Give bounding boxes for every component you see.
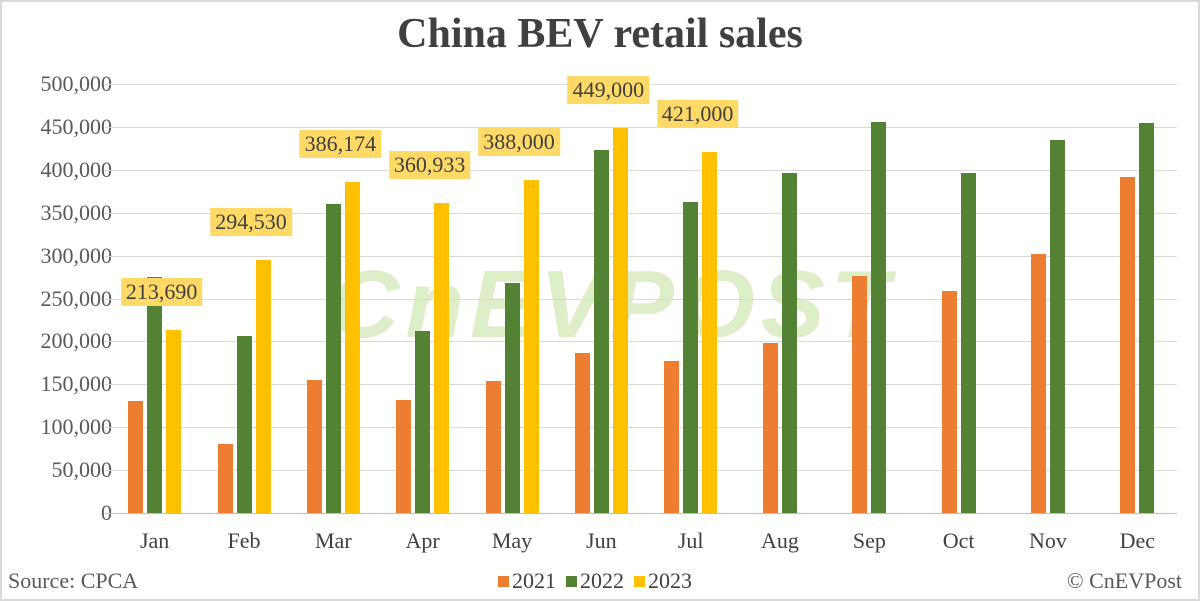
- bar-2022-sep: [871, 121, 887, 513]
- bar-2022-apr: [415, 331, 431, 513]
- legend-item-2022: 2022: [566, 568, 624, 594]
- y-tick-label: 250,000: [40, 285, 113, 311]
- bar-2022-aug: [782, 173, 797, 513]
- gridline: [105, 126, 1177, 128]
- bar-2023-jan: [166, 329, 182, 513]
- gridline: [105, 169, 1177, 171]
- x-tick-label: Jan: [139, 528, 170, 553]
- bar-2021-apr: [396, 399, 412, 513]
- x-tick-label: Aug: [761, 528, 799, 553]
- bar-2021-dec: [1120, 176, 1136, 513]
- legend-swatch: [498, 575, 509, 587]
- bar-2021-jun: [574, 353, 590, 513]
- bar-2023-jun: [612, 127, 628, 513]
- x-tick-label: Feb: [227, 528, 261, 553]
- gridline: [105, 384, 1177, 386]
- bar-2023-mar: [344, 181, 360, 513]
- gridline: [105, 427, 1177, 429]
- bar-2021-aug: [763, 343, 778, 513]
- x-tick-label: Jun: [586, 528, 617, 553]
- gridline: [105, 298, 1177, 300]
- gridline: [105, 341, 1177, 343]
- source-note: Source: CPCA: [8, 568, 139, 593]
- bar-2022-feb: [236, 336, 252, 513]
- y-tick-label: 450,000: [40, 113, 113, 139]
- legend-item-2023: 2023: [634, 568, 692, 594]
- x-tick-label: Dec: [1119, 528, 1156, 553]
- bar-2022-nov: [1050, 139, 1065, 513]
- y-tick-label: 200,000: [40, 328, 113, 354]
- y-tick-label: 150,000: [40, 371, 113, 397]
- legend-label: 2021: [512, 568, 556, 593]
- bar-2022-mar: [325, 204, 341, 513]
- legend-item-2021: 2021: [498, 568, 556, 594]
- bar-2021-may: [485, 380, 501, 513]
- y-tick-label: 350,000: [40, 199, 113, 225]
- x-tick-label: Apr: [405, 528, 440, 553]
- data-label: 213,690: [120, 277, 203, 306]
- bar-2022-oct: [960, 173, 976, 513]
- data-label: 294,530: [210, 208, 292, 237]
- bar-2022-jul: [683, 202, 699, 513]
- bar-2022-dec: [1139, 122, 1155, 513]
- gridline: [105, 470, 1177, 472]
- bar-2021-oct: [941, 290, 957, 513]
- legend-label: 2023: [648, 568, 692, 593]
- x-axis-line: [105, 513, 1177, 514]
- bar-2021-feb: [217, 443, 233, 513]
- data-label: 421,000: [656, 99, 739, 128]
- gridline: [105, 212, 1177, 214]
- y-tick-label: 50,000: [51, 457, 113, 483]
- x-tick-label: May: [491, 528, 533, 553]
- bar-2021-jan: [128, 401, 144, 513]
- bar-2021-jul: [664, 361, 680, 513]
- credit-note: © CnEVPost: [1066, 568, 1182, 593]
- y-tick-label: 500,000: [40, 71, 113, 96]
- bar-2022-jun: [593, 150, 609, 513]
- data-label: 388,000: [478, 128, 560, 157]
- y-tick-label: 100,000: [40, 414, 113, 440]
- bar-2023-may: [523, 180, 539, 513]
- bar-2023-apr: [434, 203, 450, 513]
- y-tick-label: 0: [0, 500, 112, 526]
- y-tick-label: 400,000: [40, 156, 113, 182]
- bar-2021-mar: [306, 380, 322, 513]
- x-tick-label: Oct: [942, 528, 975, 553]
- data-label: 449,000: [567, 75, 650, 104]
- bar-2022-jan: [147, 277, 163, 513]
- legend-swatch: [566, 575, 577, 587]
- legend: 2021 2022 2023: [498, 568, 692, 594]
- x-tick-label: Sep: [852, 528, 886, 553]
- data-label: 360,933: [388, 151, 471, 180]
- legend-label: 2022: [580, 568, 624, 593]
- legend-swatch: [634, 575, 645, 587]
- x-tick-label: Mar: [315, 528, 352, 553]
- y-tick-label: 300,000: [40, 242, 113, 268]
- bar-2023-jul: [702, 151, 718, 513]
- bar-2021-sep: [852, 276, 868, 513]
- chart-title: China BEV retail sales: [397, 11, 803, 57]
- data-label: 386,174: [299, 129, 382, 158]
- bar-2023-feb: [255, 260, 271, 513]
- bar-2022-may: [504, 283, 520, 513]
- x-tick-label: Jul: [677, 528, 704, 553]
- gridline: [105, 255, 1177, 257]
- bar-2021-nov: [1031, 253, 1046, 513]
- plot-area: [105, 84, 1177, 514]
- x-tick-label: Nov: [1029, 528, 1067, 553]
